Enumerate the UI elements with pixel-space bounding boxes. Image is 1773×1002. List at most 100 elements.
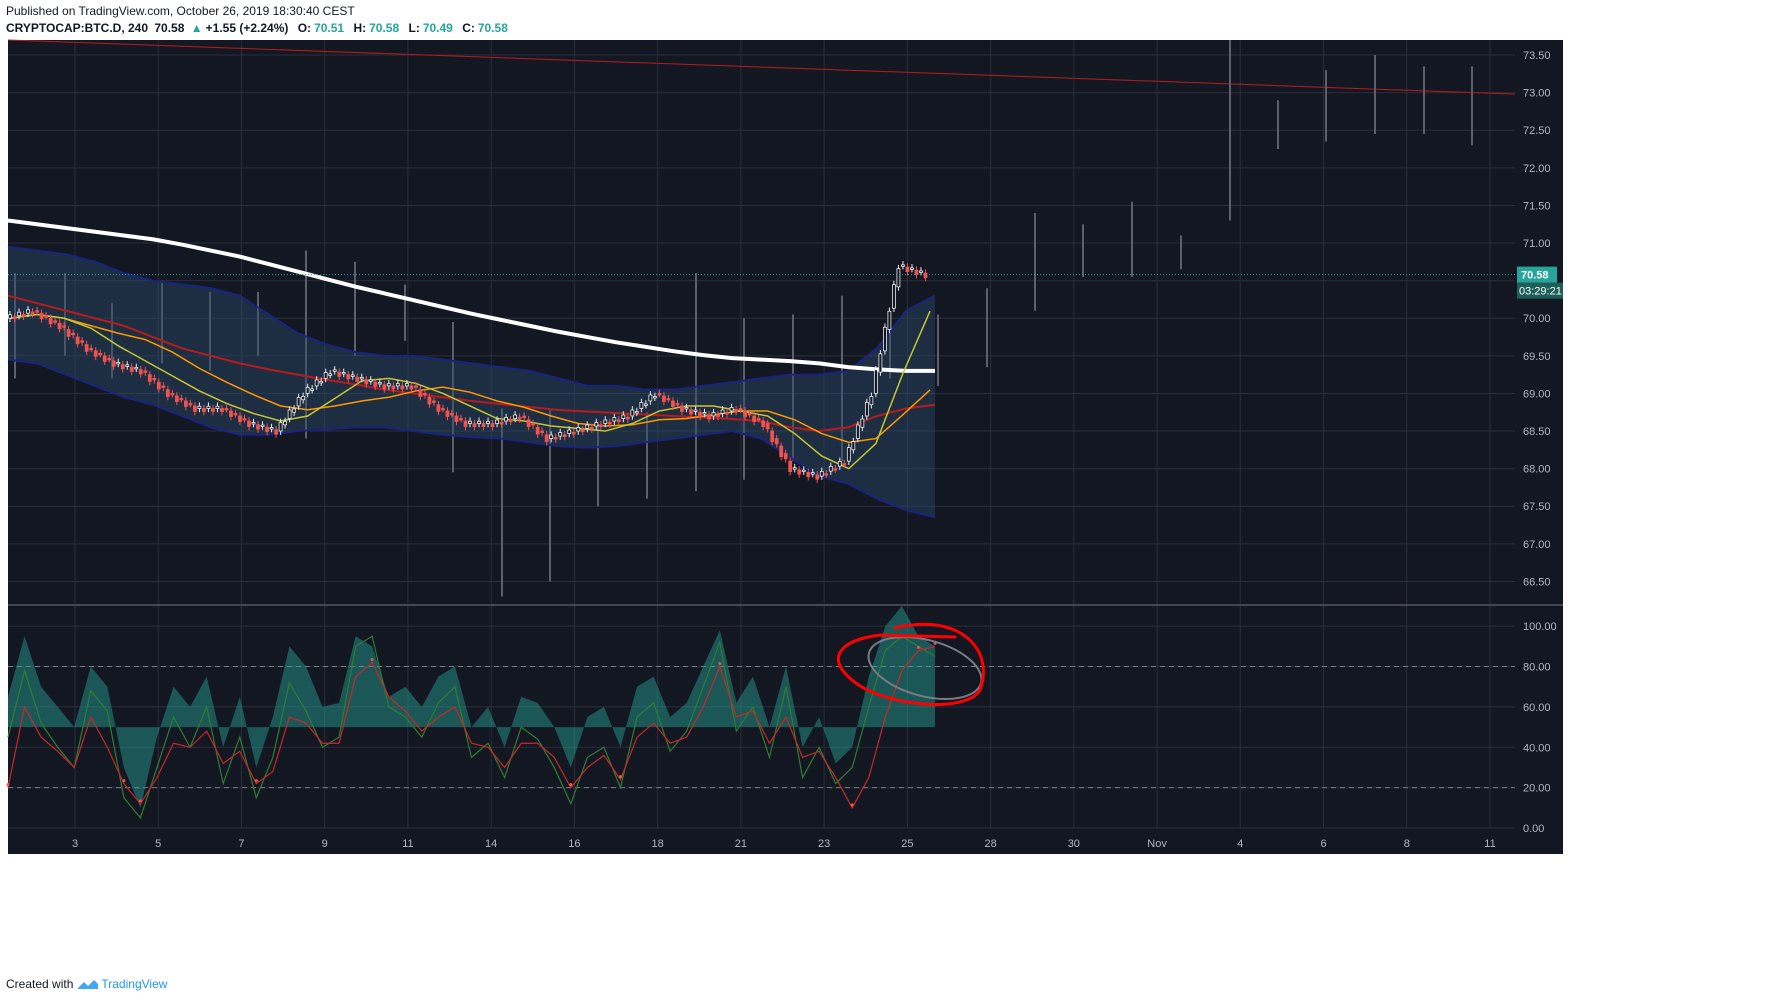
candle-body: [693, 409, 698, 412]
symbol-ohlc-line: CRYPTOCAP:BTC.D, 240 70.58 ▲ +1.55 (+2.24…: [6, 21, 514, 35]
x-tick-label: 5: [155, 838, 161, 850]
candle-body: [752, 415, 757, 422]
candle-body: [319, 381, 324, 384]
signal-dot: [569, 783, 573, 787]
candle-body: [120, 364, 125, 370]
candle-body: [391, 385, 396, 390]
candle-body: [770, 430, 775, 442]
candle-body: [251, 422, 256, 425]
candle-body: [423, 393, 427, 396]
annotation-red-circle: [837, 622, 985, 706]
candle-body: [612, 417, 617, 422]
candle-body: [350, 374, 355, 377]
candle-body: [535, 426, 540, 435]
candle-body: [666, 398, 671, 401]
open-value: O: 70.51: [298, 21, 347, 35]
price-tick-label: 71.50: [1523, 200, 1551, 212]
candle-body: [472, 423, 477, 427]
candle-body: [125, 364, 130, 367]
candle-body: [71, 332, 76, 336]
candle-body: [662, 395, 666, 402]
candle-body: [729, 407, 734, 412]
candle-body: [783, 453, 788, 460]
candle-body: [328, 373, 333, 376]
x-tick-label: 18: [652, 838, 664, 850]
change-text: +1.55 (+2.24%): [205, 21, 289, 35]
candle-body: [174, 395, 179, 402]
candle-body: [553, 436, 558, 440]
candle-body: [62, 325, 67, 328]
close-number: 70.58: [477, 21, 508, 35]
candle-body: [305, 387, 310, 394]
candle-body: [161, 385, 166, 388]
candle-body: [580, 429, 585, 432]
tradingview-brand-link[interactable]: TradingView: [101, 977, 168, 991]
open-label: O:: [297, 21, 312, 35]
candle-body: [846, 447, 851, 462]
low-label: L:: [408, 21, 420, 35]
low-number: 70.49: [422, 21, 453, 35]
bollinger-band-fill: [8, 246, 935, 518]
countdown-tag: [1517, 282, 1563, 299]
candle-body: [657, 393, 662, 396]
candle-body: [116, 361, 121, 365]
symbol-label[interactable]: CRYPTOCAP:BTC.D, 240: [6, 21, 149, 35]
candle-body: [797, 469, 802, 475]
candle-body: [711, 412, 716, 417]
candle-body: [233, 413, 238, 416]
candle-body: [427, 396, 432, 405]
candle-body: [616, 419, 621, 422]
candle-body: [621, 414, 626, 419]
price-tick-label: 68.00: [1523, 464, 1551, 476]
candle-body: [193, 405, 197, 412]
candle-body: [247, 420, 251, 427]
candle-body: [526, 419, 531, 427]
candle-body: [377, 382, 382, 385]
candle-body: [395, 383, 400, 387]
candle-body: [368, 379, 373, 382]
price-axis: [1515, 40, 1563, 854]
candle-body: [386, 383, 391, 387]
price-tick-label: 72.50: [1523, 125, 1551, 137]
candle-body: [102, 355, 107, 362]
candle-body: [84, 344, 89, 352]
sma-red-line: [7, 294, 936, 433]
candle-body: [53, 320, 57, 323]
candle-body: [138, 369, 143, 375]
candle-body: [179, 398, 184, 401]
candle-body: [675, 403, 680, 406]
candle-body: [197, 405, 202, 409]
candle-body: [923, 272, 928, 279]
candle-body: [211, 408, 215, 412]
candle-body: [873, 369, 878, 394]
candle-body: [206, 405, 211, 409]
candle-body: [558, 432, 563, 437]
close-value: C: 70.58: [462, 21, 511, 35]
candle-body: [346, 374, 351, 380]
candle-body: [337, 371, 342, 377]
candle-body: [129, 366, 134, 372]
candle-body: [883, 326, 887, 352]
candle-body: [910, 267, 914, 270]
signal-dot: [122, 779, 126, 783]
candle-body: [183, 400, 188, 407]
candle-body: [400, 385, 405, 390]
candle-body: [901, 264, 905, 267]
candle-body: [806, 471, 811, 478]
candle-body: [310, 388, 315, 391]
candle-body: [707, 414, 711, 420]
candle-body: [720, 409, 725, 414]
candle-body: [774, 438, 779, 445]
candle-body: [851, 441, 856, 451]
candle-body: [382, 384, 387, 390]
candle-body: [147, 374, 152, 382]
candle-body: [788, 460, 793, 473]
signal-dot: [850, 803, 854, 807]
candle-body: [495, 419, 499, 424]
candle-body: [143, 370, 148, 373]
price-tick-label: 67.00: [1523, 539, 1551, 551]
x-tick-label: 25: [901, 838, 913, 850]
candle-body: [413, 385, 418, 388]
candle-body: [292, 408, 297, 413]
